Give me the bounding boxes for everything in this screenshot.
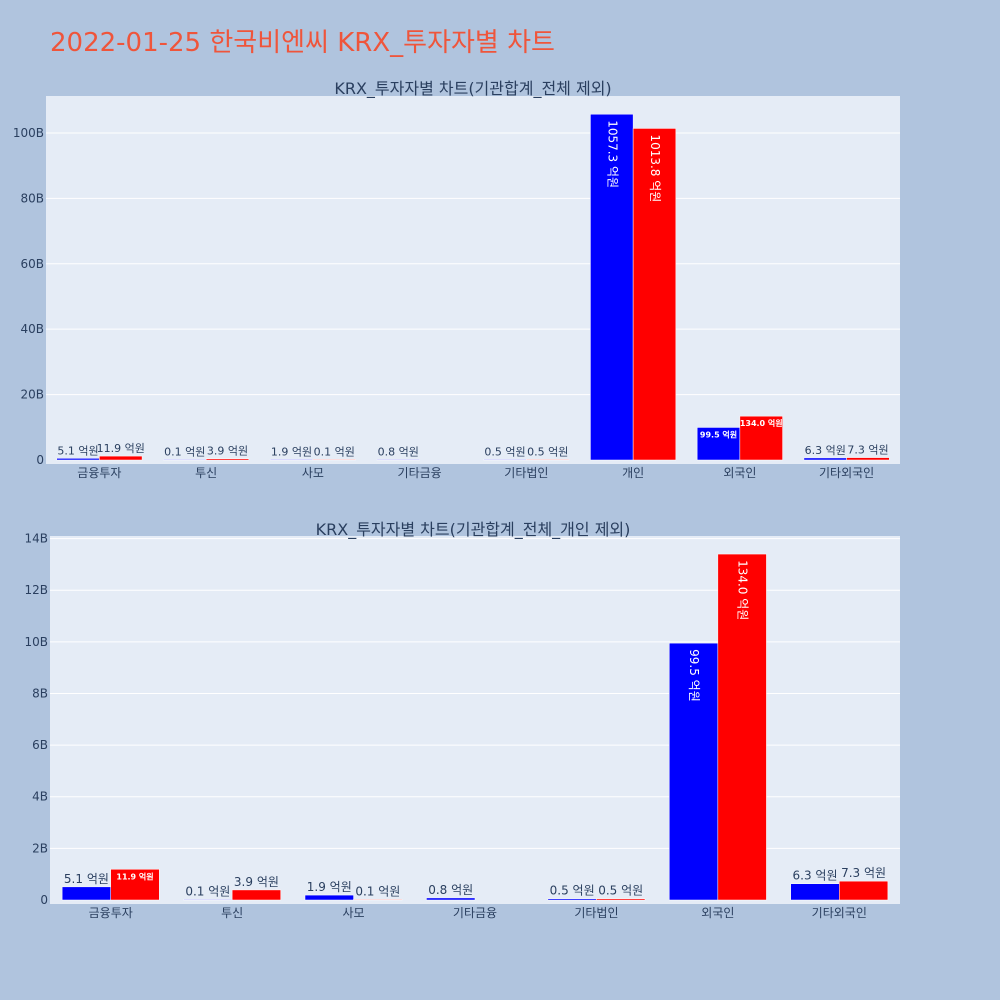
data-label: 0.5 억원 — [484, 445, 525, 458]
plot-background — [46, 96, 900, 464]
data-label: 3.9 억원 — [234, 875, 279, 889]
top-bar-chart: 0 20B 40B 60B 80B 100B KRX_투자자별 차트(기관합계_전체 제외)… — [13, 79, 900, 480]
bar — [353, 899, 403, 901]
y-tick-label: 12B — [24, 583, 48, 597]
data-label: 1013.8 억원 — [648, 134, 662, 202]
y-tick-label: 0 — [40, 893, 48, 907]
data-label: 0.8 억원 — [428, 883, 473, 897]
x-tick-label: 기타법인 — [504, 466, 548, 480]
chart-title: KRX_투자자별 차트(기관합계_전체 제외) — [334, 79, 611, 99]
bar — [790, 883, 840, 901]
data-label: 1.9 억원 — [307, 880, 352, 894]
chart-title: KRX_투자자별 차트(기관합계_전체_개인 제외) — [316, 520, 631, 540]
y-tick-label: 60B — [20, 257, 44, 271]
bar — [590, 113, 634, 461]
data-label: 11.9 억원 — [97, 442, 145, 455]
data-label: 1057.3 억원 — [605, 120, 619, 188]
data-label: 5.1 억원 — [57, 444, 98, 457]
bar — [632, 128, 677, 461]
data-label: 5.1 억원 — [64, 872, 109, 886]
y-tick-label: 6B — [32, 738, 48, 752]
y-tick-label: 14B — [24, 532, 48, 546]
bar — [739, 415, 783, 461]
y-tick-label: 10B — [24, 635, 48, 649]
data-label: 6.3 억원 — [805, 444, 846, 457]
data-label: 0.5 억원 — [550, 884, 595, 898]
y-tick-label: 40B — [20, 322, 44, 336]
bar — [526, 459, 570, 461]
x-tick-label: 사모 — [343, 906, 365, 920]
bar — [839, 880, 889, 901]
y-tick-label: 100B — [13, 126, 44, 140]
bar — [110, 869, 160, 901]
y-tick-label: 0 — [36, 453, 44, 467]
y-tick-label: 80B — [20, 191, 44, 205]
data-label: 3.9 억원 — [207, 445, 248, 458]
bar — [717, 553, 767, 901]
bar — [183, 899, 233, 901]
data-label: 0.5 억원 — [527, 445, 568, 458]
y-tick-label: 20B — [20, 388, 44, 402]
data-label: 0.1 억원 — [314, 445, 355, 458]
data-label: 1.9 억원 — [271, 445, 312, 458]
bar — [304, 894, 354, 901]
data-label: 0.5 억원 — [598, 884, 643, 898]
bar — [312, 459, 356, 461]
x-tick-label: 기타외국인 — [819, 466, 874, 480]
bar — [61, 886, 111, 901]
x-tick-label: 외국인 — [701, 906, 734, 920]
y-tick-label: 8B — [32, 686, 48, 700]
data-label: 99.5 억원 — [700, 429, 737, 439]
x-tick-label: 기타외국인 — [812, 906, 867, 920]
bar — [231, 889, 281, 901]
data-label: 134.0 억원 — [736, 560, 750, 620]
x-tick-label: 금융투자 — [89, 906, 133, 920]
x-tick-label: 기타금융 — [453, 906, 497, 920]
bar — [846, 457, 890, 461]
bottom-bar-chart: 0 2B 4B 6B 8B 10B 12B 14B KRX_투자자별 차트(기관합계_전체_개인… — [24, 520, 900, 920]
bar — [669, 642, 719, 901]
data-label: 11.9 억원 — [116, 871, 153, 881]
bar — [547, 898, 597, 901]
x-tick-label: 외국인 — [723, 466, 756, 480]
x-tick-label: 개인 — [622, 466, 644, 480]
x-tick-label: 금융투자 — [77, 466, 121, 480]
bar — [426, 897, 476, 901]
bar — [205, 458, 250, 461]
page-title: 2022-01-25 한국비엔씨 KRX_투자자별 차트 — [50, 28, 555, 58]
data-label: 6.3 억원 — [793, 869, 838, 883]
bar — [696, 427, 741, 461]
x-tick-label: 투신 — [221, 906, 243, 920]
x-tick-label: 사모 — [302, 466, 324, 480]
data-label: 0.1 억원 — [355, 884, 400, 898]
data-label: 99.5 억원 — [687, 649, 701, 702]
y-tick-label: 4B — [32, 790, 48, 804]
y-tick-label: 2B — [32, 841, 48, 855]
bar — [376, 459, 420, 461]
bar — [99, 455, 143, 461]
x-tick-label: 기타금융 — [398, 466, 442, 480]
data-label: 0.1 억원 — [164, 445, 205, 458]
x-tick-label: 기타법인 — [574, 906, 618, 920]
data-label: 7.3 억원 — [847, 444, 888, 457]
bar — [596, 898, 646, 901]
data-label: 0.8 억원 — [378, 445, 419, 458]
x-tick-label: 투신 — [195, 466, 217, 480]
data-label: 0.1 억원 — [185, 884, 230, 898]
data-label: 7.3 억원 — [841, 866, 886, 880]
data-label: 134.0 억원 — [740, 418, 783, 428]
